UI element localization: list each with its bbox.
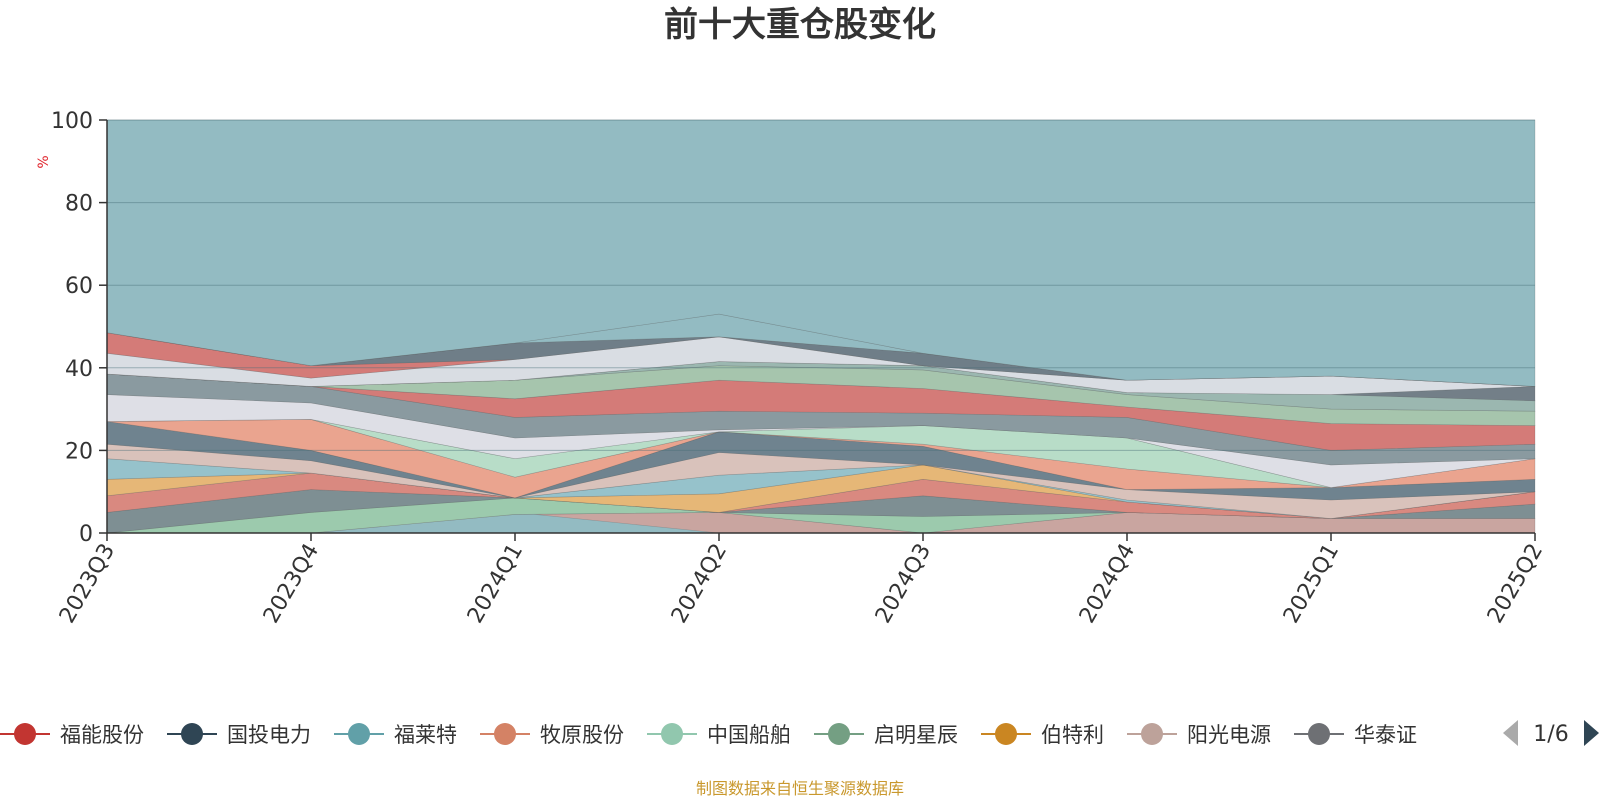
legend-label: 福莱特 [394, 723, 457, 747]
legend-item[interactable]: 启明星辰 [814, 723, 958, 747]
legend-page-indicator: 1/6 [1533, 722, 1568, 747]
legend-next-icon[interactable] [1584, 720, 1599, 746]
legend-label: 福能股份 [60, 723, 144, 747]
x-tick-label: 2024Q1 [463, 540, 528, 628]
legend-prev-icon[interactable] [1503, 720, 1518, 746]
y-tick-label: 40 [65, 357, 93, 382]
y-tick-label: 60 [65, 274, 93, 299]
legend-item[interactable]: 伯特利 [981, 723, 1104, 747]
legend-label: 牧原股份 [540, 723, 624, 747]
x-tick-label: 2024Q4 [1075, 540, 1140, 628]
legend-item[interactable]: 阳光电源 [1127, 723, 1271, 747]
legend-label: 国投电力 [227, 723, 311, 747]
area-band [106, 443, 1536, 519]
legend-marker-icon [181, 723, 203, 745]
x-tick-label: 2023Q3 [55, 540, 120, 628]
y-tick-label: 0 [79, 522, 93, 547]
legend-marker-icon [661, 723, 683, 745]
legend-item[interactable]: 福能股份 [0, 723, 144, 747]
legend-pager[interactable]: 1/6 [1503, 720, 1599, 747]
grid-lines [107, 119, 1535, 451]
data-source-note: 制图数据来自恒生聚源数据库 [696, 779, 904, 798]
legend[interactable]: 福能股份 国投电力 福莱特 牧原股份 中国船舶 启明星辰 伯特利 阳光电源 华泰证 [0, 723, 1417, 747]
legend-marker-icon [14, 723, 36, 745]
area-band [106, 421, 1536, 501]
legend-item[interactable]: 中国船舶 [647, 723, 791, 747]
legend-marker-icon [828, 723, 850, 745]
legend-marker-icon [995, 723, 1017, 745]
legend-marker-icon [1141, 723, 1163, 745]
y-axis-label: % [36, 155, 52, 168]
legend-label: 伯特利 [1041, 723, 1104, 747]
legend-label: 华泰证 [1354, 723, 1417, 747]
chart-title: 前十大重仓股变化 [664, 5, 936, 45]
x-tick-label: 2024Q2 [667, 540, 732, 628]
legend-label: 阳光电源 [1187, 723, 1271, 747]
legend-item[interactable]: 国投电力 [167, 723, 311, 747]
x-tick-label: 2025Q1 [1279, 540, 1344, 628]
legend-item[interactable]: 牧原股份 [480, 723, 624, 747]
legend-label: 启明星辰 [874, 723, 958, 747]
legend-marker-icon [1308, 723, 1330, 745]
x-tick-label: 2025Q2 [1483, 540, 1548, 628]
y-tick-label: 80 [65, 192, 93, 217]
legend-marker-icon [348, 723, 370, 745]
area-series [106, 119, 1536, 534]
x-tick-label: 2024Q3 [871, 540, 936, 628]
x-tick-label: 2023Q4 [259, 540, 324, 628]
legend-label: 中国船舶 [707, 723, 791, 747]
legend-marker-icon [494, 723, 516, 745]
area-band [106, 119, 1536, 387]
y-tick-label: 100 [51, 109, 93, 134]
y-tick-label: 20 [65, 439, 93, 464]
legend-item[interactable]: 华泰证 [1294, 723, 1417, 747]
legend-item[interactable]: 福莱特 [334, 723, 457, 747]
